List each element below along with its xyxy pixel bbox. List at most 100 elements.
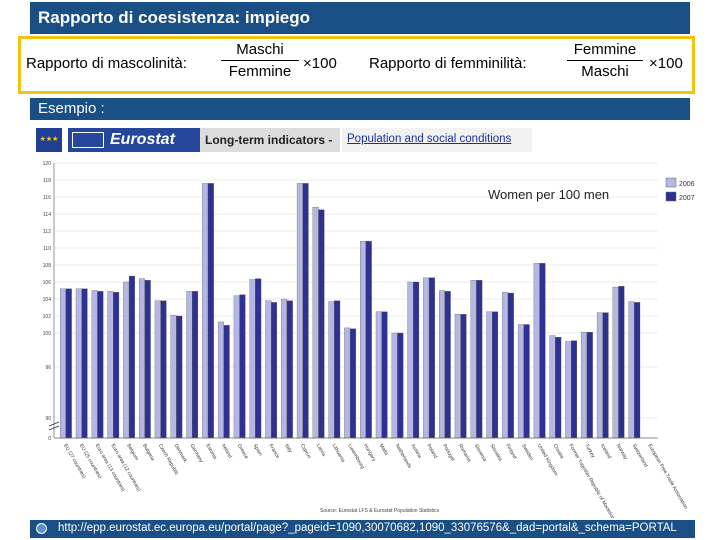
bar (233, 295, 240, 439)
bar (375, 311, 382, 439)
legend: 2006 2007 (665, 177, 695, 202)
bar (476, 280, 483, 439)
bar (202, 183, 209, 439)
femininity-multiplier: ×100 (649, 55, 683, 72)
bar (170, 314, 177, 439)
bar (91, 290, 98, 439)
bar (349, 328, 356, 439)
bar (334, 300, 341, 439)
bar (407, 281, 414, 439)
source-url-link[interactable]: http://epp.eurostat.ec.europa.eu/portal/… (58, 522, 677, 534)
bar (113, 292, 120, 439)
bar (586, 331, 593, 439)
bar (75, 288, 82, 439)
masculinity-fraction: Maschi Femmine (221, 41, 299, 80)
bar (318, 209, 325, 439)
y-tick-label: 120 (43, 161, 52, 167)
bar (255, 278, 262, 439)
bar (217, 321, 224, 439)
masculinity-ratio-label: Rapporto di mascolinità: (26, 55, 187, 72)
bar (549, 335, 556, 439)
legend-swatch-2006 (665, 177, 677, 188)
bar (423, 277, 430, 439)
long-term-indicators-label: Long-term indicators - (200, 128, 340, 152)
bar (470, 280, 477, 439)
y-tick-label: 112 (43, 229, 51, 235)
eurostat-logo: Eurostat (68, 128, 200, 152)
bar (571, 340, 577, 439)
bar (123, 281, 130, 439)
bar (186, 291, 193, 439)
bar (581, 331, 588, 439)
bar (381, 311, 388, 439)
bar (107, 291, 114, 439)
bar (281, 298, 288, 439)
bar (439, 290, 445, 439)
y-tick-label: 110 (43, 246, 51, 252)
y-tick-label: 90 (45, 416, 51, 422)
legend-label-2006: 2006 (679, 181, 695, 188)
bar (413, 281, 420, 439)
bar (239, 294, 246, 439)
bar (360, 241, 367, 439)
bar (176, 315, 183, 439)
bar (81, 288, 88, 439)
masculinity-multiplier: ×100 (303, 55, 337, 72)
y-tick-label: 118 (43, 178, 51, 184)
bar (302, 183, 309, 439)
bar (223, 325, 230, 439)
y-tick-label: 106 (43, 280, 52, 286)
bar (533, 263, 540, 439)
x-tick-label: Italy (283, 443, 293, 454)
bar (160, 300, 167, 439)
bar (154, 300, 161, 439)
x-tick-label: Malta (378, 443, 389, 457)
example-label: Esempio : (38, 100, 105, 117)
x-tick-label: Latvia (315, 443, 327, 458)
bar (207, 183, 214, 439)
bar (97, 291, 104, 439)
femininity-denominator: Maschi (581, 63, 629, 80)
y-tick-label: 102 (43, 314, 52, 320)
bar (612, 286, 619, 439)
bullet-icon (36, 523, 47, 534)
population-social-conditions-link[interactable]: Population and social conditions (342, 128, 532, 152)
bar (328, 301, 335, 439)
bar (128, 275, 135, 439)
bar (454, 314, 461, 439)
bar (444, 291, 451, 439)
y-tick-label: 96 (45, 365, 51, 371)
femininity-numerator: Femmine (573, 41, 637, 58)
bar (555, 337, 562, 439)
chart-title: Women per 100 men (488, 187, 609, 202)
fraction-line (567, 60, 643, 61)
y-tick-label: 114 (43, 212, 51, 218)
femininity-ratio-label: Rapporto di femminilità: (369, 55, 527, 72)
bar (365, 241, 372, 439)
bar (634, 302, 641, 439)
bar (344, 327, 351, 439)
bar (192, 291, 199, 439)
y-tick-label: 100 (43, 331, 52, 337)
bar (249, 279, 256, 439)
masculinity-numerator: Maschi (236, 41, 284, 58)
bar (523, 324, 530, 439)
bar (539, 263, 546, 439)
bar (517, 324, 524, 439)
slide-title: Rapporto di coesistenza: impiego (38, 8, 311, 27)
bar (602, 312, 609, 439)
bar (596, 312, 603, 439)
bar (397, 332, 404, 439)
femininity-fraction: Femmine Maschi (567, 41, 643, 80)
y-tick-label: 116 (43, 195, 51, 201)
chart-source: Source: Eurostat LFS & Eurostat Populati… (320, 508, 439, 514)
axis-break-mark (48, 421, 60, 431)
y-tick-label: 108 (43, 263, 52, 269)
bar (144, 280, 151, 439)
bar (312, 207, 319, 439)
bar (618, 286, 625, 439)
url-bar: http://epp.eurostat.ec.europa.eu/portal/… (30, 520, 695, 538)
eurostat-logo-icon (72, 132, 104, 148)
bar (296, 183, 303, 439)
y-tick-label: 0 (48, 436, 51, 442)
